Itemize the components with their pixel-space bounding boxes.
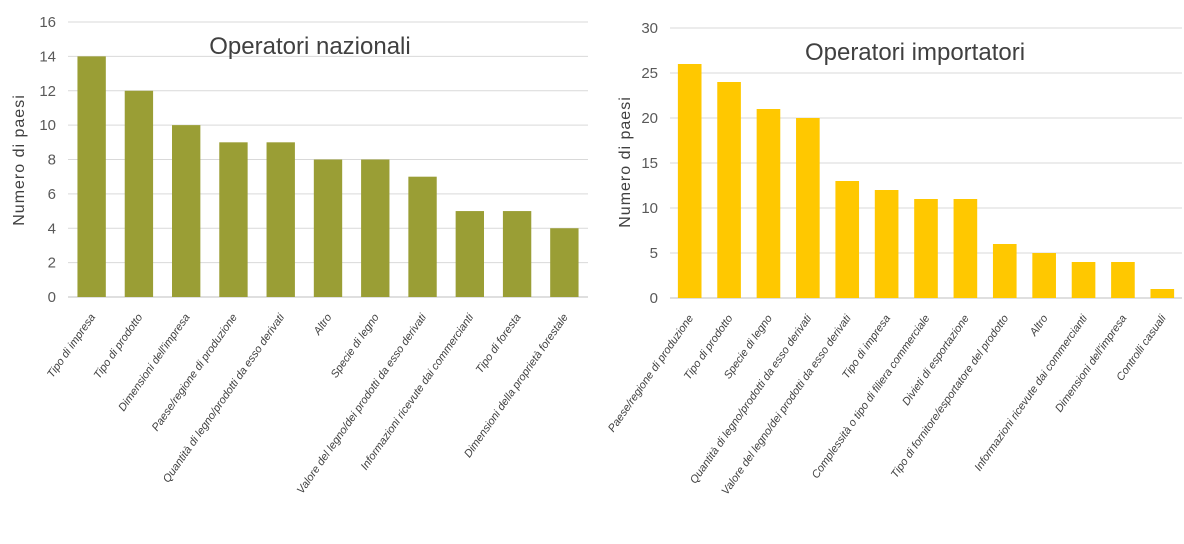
bar: [455, 211, 484, 297]
bar: [1071, 262, 1096, 298]
bar: [677, 64, 702, 298]
y-axis-label: Numero di paesi: [617, 96, 634, 228]
bar: [756, 109, 781, 298]
bar: [1111, 262, 1135, 298]
chart-title: Operatori nazionali: [209, 33, 410, 60]
bar: [502, 211, 532, 297]
chart-svg-importatori: 0 5 10 15 20 25 30 Paese/regione di produzione…: [606, 20, 1182, 497]
bar: [408, 176, 437, 297]
bar: [835, 181, 860, 298]
bar: [361, 159, 390, 297]
bar: [1150, 289, 1175, 298]
chart-operatori-importatori: 0 5 10 15 20 25 30 Paese/regione di produzione…: [598, 0, 1184, 539]
chart-operatori-nazionali: 0 2 4 6 8 10 12 14 16 Tipo di impresa Tipo di pro…: [0, 0, 590, 539]
bar: [1032, 253, 1056, 298]
y-tick-label: 0: [650, 290, 658, 307]
bar: [77, 56, 106, 297]
bar: [219, 142, 248, 297]
bar: [992, 244, 1017, 298]
bars: [677, 64, 1175, 298]
bar: [953, 199, 978, 298]
bar: [717, 82, 741, 298]
bar: [313, 159, 343, 297]
y-tick-label: 5: [650, 245, 658, 262]
y-tick-labels: 0 5 10 15 20 25 30: [641, 20, 658, 307]
y-tick-label: 0: [48, 289, 56, 306]
bar: [874, 190, 899, 298]
y-tick-label: 14: [39, 48, 56, 65]
y-tick-label: 2: [48, 255, 56, 272]
y-tick-label: 4: [48, 220, 56, 237]
bar: [266, 142, 295, 297]
category-label: Tipo di prodotto: [92, 312, 146, 381]
category-label: Divieti di esportazione: [900, 313, 972, 408]
bar: [124, 90, 154, 297]
bar: [914, 199, 938, 298]
y-tick-label: 20: [641, 110, 658, 127]
category-label: Paese/regione di produzione: [150, 312, 240, 434]
bars: [77, 56, 579, 297]
category-label: Specie di legno: [329, 312, 382, 381]
bar: [796, 118, 820, 298]
chart-title: Operatori importatori: [805, 39, 1025, 66]
y-tick-label: 8: [48, 152, 56, 169]
y-tick-label: 25: [641, 65, 658, 82]
category-label: Dimensioni dell'impresa: [1053, 313, 1129, 415]
category-label: Dimensioni della proprietà forestale: [462, 312, 571, 460]
y-tick-label: 15: [641, 155, 658, 172]
y-tick-label: 12: [39, 83, 56, 100]
y-tick-label: 10: [39, 117, 56, 134]
y-tick-labels: 0 2 4 6 8 10 12 14 16: [39, 14, 56, 306]
category-label: Tipo di foresta: [474, 312, 524, 376]
bar: [172, 125, 201, 297]
bar: [550, 228, 579, 297]
category-label: Altro: [311, 312, 334, 338]
category-label: Altro: [1027, 313, 1050, 339]
y-tick-label: 30: [641, 20, 658, 37]
y-tick-label: 6: [48, 186, 56, 203]
y-tick-label: 10: [641, 200, 658, 217]
category-label: Tipo di impresa: [45, 312, 98, 380]
y-axis-label: Numero di paesi: [11, 94, 28, 226]
y-tick-label: 16: [39, 14, 56, 31]
